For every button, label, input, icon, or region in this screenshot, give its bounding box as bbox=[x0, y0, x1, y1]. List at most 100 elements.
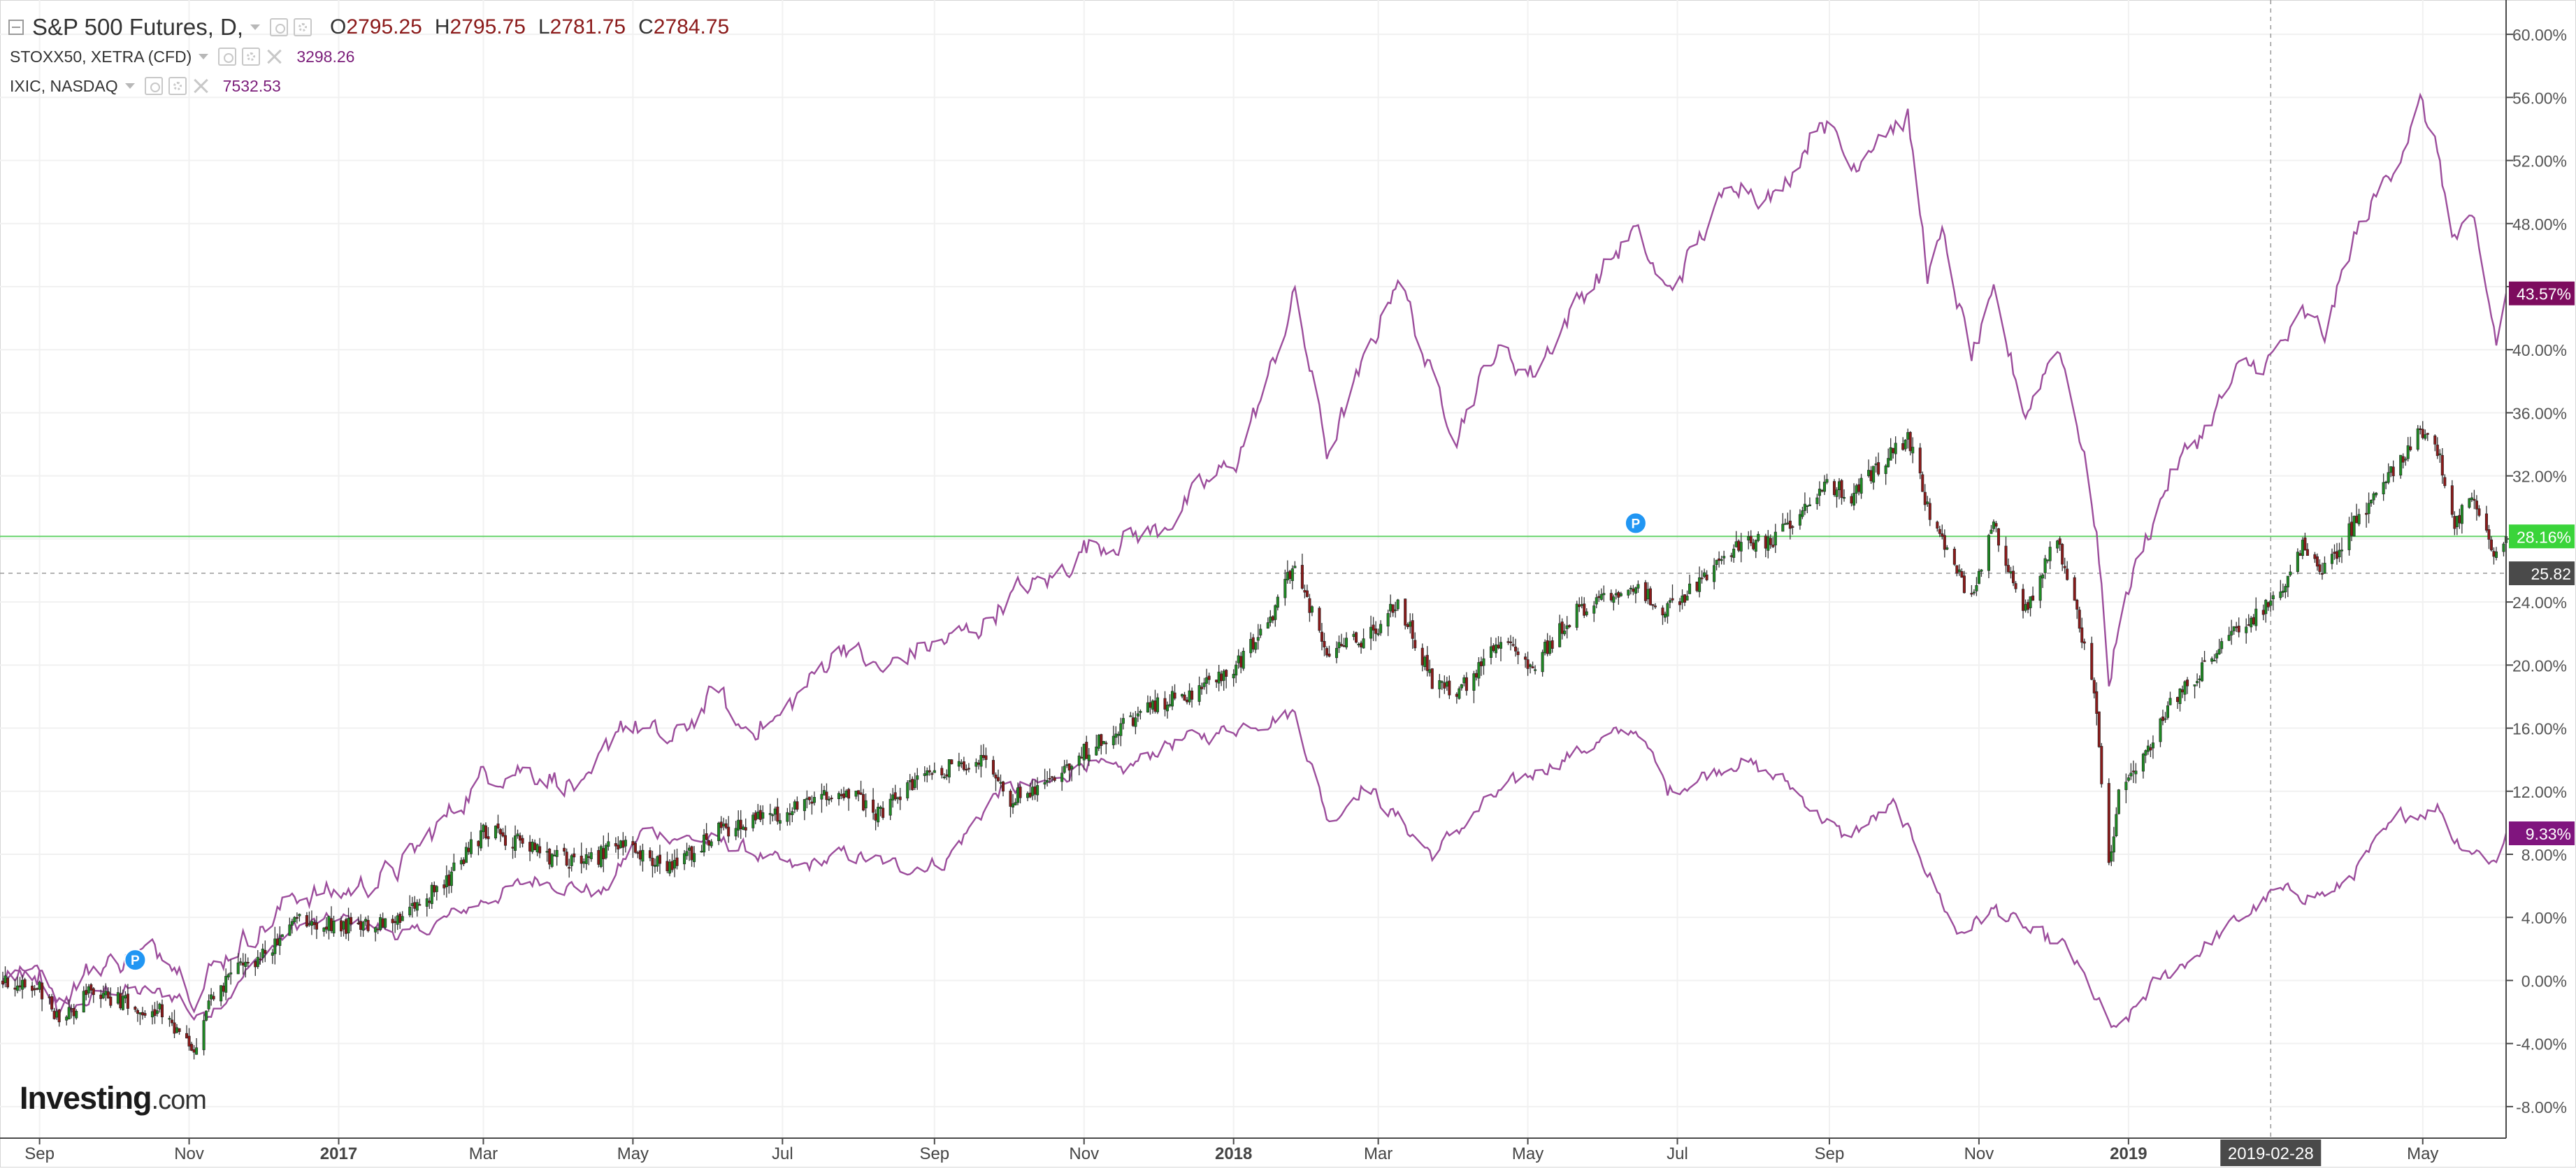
candle[interactable] bbox=[638, 845, 642, 866]
candle[interactable] bbox=[2301, 537, 2304, 559]
candle[interactable] bbox=[433, 881, 436, 897]
candle[interactable] bbox=[2144, 749, 2147, 763]
candle[interactable] bbox=[315, 916, 318, 940]
candle[interactable] bbox=[1342, 638, 1346, 647]
candle[interactable] bbox=[1183, 691, 1186, 701]
candle[interactable] bbox=[1077, 752, 1081, 775]
candle[interactable] bbox=[1884, 464, 1887, 485]
candle[interactable] bbox=[447, 870, 451, 894]
candle[interactable] bbox=[879, 805, 882, 817]
candle[interactable] bbox=[1448, 675, 1451, 699]
candle[interactable] bbox=[1894, 436, 1897, 464]
candle[interactable] bbox=[415, 899, 419, 917]
candle[interactable] bbox=[153, 1002, 157, 1024]
candle[interactable] bbox=[2075, 598, 2079, 619]
candle[interactable] bbox=[342, 920, 345, 937]
candle[interactable] bbox=[138, 1012, 142, 1026]
candle[interactable] bbox=[1290, 565, 1294, 590]
candle[interactable] bbox=[898, 787, 902, 810]
candle[interactable] bbox=[1173, 684, 1177, 701]
candle[interactable] bbox=[1116, 731, 1120, 745]
candle[interactable] bbox=[705, 823, 708, 840]
candle[interactable] bbox=[1713, 558, 1716, 590]
candle[interactable] bbox=[582, 858, 586, 868]
candle[interactable] bbox=[467, 842, 470, 855]
candle[interactable] bbox=[1274, 604, 1277, 627]
candle[interactable] bbox=[2129, 763, 2133, 780]
candle[interactable] bbox=[1798, 509, 1801, 530]
candle[interactable] bbox=[479, 822, 482, 852]
candle[interactable] bbox=[2100, 742, 2103, 788]
candle[interactable] bbox=[2161, 710, 2164, 726]
candle[interactable] bbox=[65, 1015, 69, 1026]
candle[interactable] bbox=[2127, 774, 2130, 782]
candle[interactable] bbox=[1683, 594, 1687, 606]
candle[interactable] bbox=[2014, 581, 2017, 593]
candle[interactable] bbox=[1534, 665, 1537, 675]
candle[interactable] bbox=[2416, 424, 2419, 452]
candle[interactable] bbox=[1791, 525, 1794, 535]
candle[interactable] bbox=[1369, 615, 1373, 650]
candle[interactable] bbox=[1305, 584, 1309, 598]
candle[interactable] bbox=[1663, 611, 1667, 622]
candle[interactable] bbox=[288, 917, 292, 936]
candle[interactable] bbox=[545, 842, 549, 862]
candle[interactable] bbox=[2404, 457, 2408, 466]
candle[interactable] bbox=[271, 949, 274, 964]
candle[interactable] bbox=[2082, 638, 2086, 650]
candle[interactable] bbox=[1583, 597, 1586, 619]
gear-icon[interactable] bbox=[294, 18, 312, 36]
candle[interactable] bbox=[984, 747, 988, 768]
candle[interactable] bbox=[1859, 473, 1863, 499]
candle[interactable] bbox=[1975, 577, 1978, 596]
candle[interactable] bbox=[1009, 789, 1012, 818]
candle[interactable] bbox=[366, 915, 370, 933]
candle[interactable] bbox=[92, 987, 95, 1003]
candle[interactable] bbox=[2279, 580, 2282, 601]
candle[interactable] bbox=[2323, 556, 2326, 574]
candle[interactable] bbox=[2151, 735, 2154, 759]
candle[interactable] bbox=[1541, 649, 1544, 677]
candle[interactable] bbox=[1936, 520, 1939, 532]
candle[interactable] bbox=[1783, 518, 1787, 525]
candle[interactable] bbox=[1188, 683, 1191, 705]
candle[interactable] bbox=[1063, 759, 1066, 774]
candle[interactable] bbox=[2494, 547, 2498, 561]
candle[interactable] bbox=[1362, 628, 1365, 649]
candle[interactable] bbox=[597, 846, 600, 868]
candle[interactable] bbox=[1815, 494, 1819, 510]
candle[interactable] bbox=[945, 769, 949, 780]
candle[interactable] bbox=[700, 845, 703, 853]
candle[interactable] bbox=[1820, 489, 1824, 493]
candle[interactable] bbox=[2058, 536, 2061, 551]
candle[interactable] bbox=[1019, 784, 1022, 804]
candle[interactable] bbox=[2406, 437, 2410, 462]
candle[interactable] bbox=[1391, 604, 1395, 617]
candle[interactable] bbox=[1146, 695, 1149, 713]
candle[interactable] bbox=[244, 954, 247, 978]
candle[interactable] bbox=[1085, 735, 1088, 759]
candle[interactable] bbox=[2453, 511, 2456, 536]
candle[interactable] bbox=[1360, 640, 1363, 654]
candle[interactable] bbox=[449, 867, 453, 893]
candle[interactable] bbox=[589, 847, 593, 862]
candle[interactable] bbox=[1952, 546, 1956, 566]
collapse-icon[interactable] bbox=[8, 20, 24, 35]
candle[interactable] bbox=[751, 812, 755, 832]
candle[interactable] bbox=[2484, 505, 2488, 533]
candle[interactable] bbox=[2298, 549, 2302, 556]
candle[interactable] bbox=[459, 857, 463, 870]
candle[interactable] bbox=[1957, 564, 1961, 576]
candle[interactable] bbox=[2330, 548, 2333, 570]
candle[interactable] bbox=[1114, 726, 1118, 745]
candle[interactable] bbox=[550, 853, 554, 868]
candle[interactable] bbox=[668, 859, 672, 877]
candle[interactable] bbox=[2061, 543, 2064, 571]
candle[interactable] bbox=[31, 982, 34, 998]
candle[interactable] bbox=[1892, 447, 1895, 459]
candle[interactable] bbox=[710, 839, 713, 849]
candle[interactable] bbox=[810, 795, 814, 815]
candle[interactable] bbox=[1497, 635, 1500, 649]
